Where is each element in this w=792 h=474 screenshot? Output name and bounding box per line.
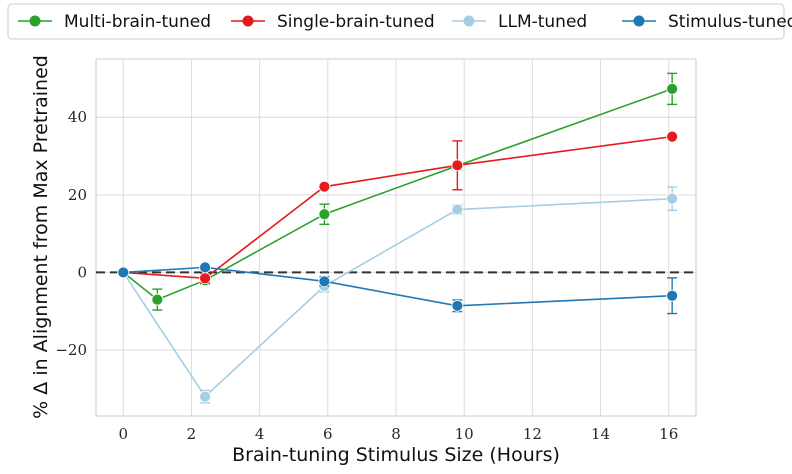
x-tick-label: 6 [323, 425, 333, 443]
legend-item-multi-brain-tuned: Multi-brain-tuned [18, 12, 211, 32]
data-point [199, 272, 211, 285]
x-tick-label: 12 [523, 425, 542, 443]
data-point [199, 390, 211, 403]
y-axis-label: % Δ in Alignment from Max Pretrained [30, 55, 52, 419]
legend-marker-swatch [463, 15, 475, 27]
y-tick-label: 0 [77, 263, 87, 281]
data-point [117, 266, 130, 279]
x-axis-label: Brain-tuning Stimulus Size (Hours) [232, 444, 560, 466]
data-point [318, 275, 331, 288]
x-tick-label: 14 [591, 425, 610, 443]
data-point [666, 82, 679, 95]
legend-label: Stimulus-tuned [668, 12, 792, 32]
series-single-brain-tuned [117, 130, 679, 285]
x-tick-labels: 0 2 4 6 8 10 12 14 16 [118, 425, 678, 443]
data-point [451, 159, 464, 172]
legend-item-stimulus-tuned: Stimulus-tuned [622, 12, 792, 32]
legend-marker-swatch [29, 15, 41, 27]
y-tick-label: 40 [68, 108, 87, 126]
y-tick-label: 20 [68, 186, 87, 204]
x-tick-label: 10 [455, 425, 474, 443]
series-line-multi-brain-tuned [122, 88, 673, 301]
legend-label: Multi-brain-tuned [64, 12, 211, 32]
legend-label: Single-brain-tuned [277, 12, 435, 32]
data-point [666, 192, 679, 205]
data-point [318, 208, 331, 221]
y-tick-label: −20 [55, 341, 87, 359]
legend-item-single-brain-tuned: Single-brain-tuned [231, 12, 435, 32]
data-point [451, 203, 464, 216]
series-group [117, 72, 679, 404]
x-tick-label: 2 [187, 425, 197, 443]
legend-label: LLM-tuned [498, 12, 587, 32]
data-point [199, 261, 211, 274]
y-tick-labels: −20 0 20 40 [55, 108, 87, 359]
data-point [151, 293, 164, 306]
legend-box [7, 3, 785, 40]
legend-item-llm-tuned: LLM-tuned [452, 12, 587, 32]
data-point [318, 180, 331, 193]
data-point [666, 289, 679, 302]
data-point [451, 299, 464, 312]
data-point [666, 130, 679, 143]
series-stimulus-tuned [117, 261, 679, 315]
x-tick-label: 8 [391, 425, 401, 443]
x-tick-label: 0 [118, 425, 128, 443]
x-tick-label: 4 [255, 425, 265, 443]
legend-marker-swatch [242, 15, 254, 27]
plot-area [95, 58, 697, 417]
x-tick-label: 16 [659, 425, 678, 443]
legend: Multi-brain-tuned Single-brain-tuned LLM-t… [7, 3, 792, 40]
legend-marker-swatch [633, 15, 645, 27]
